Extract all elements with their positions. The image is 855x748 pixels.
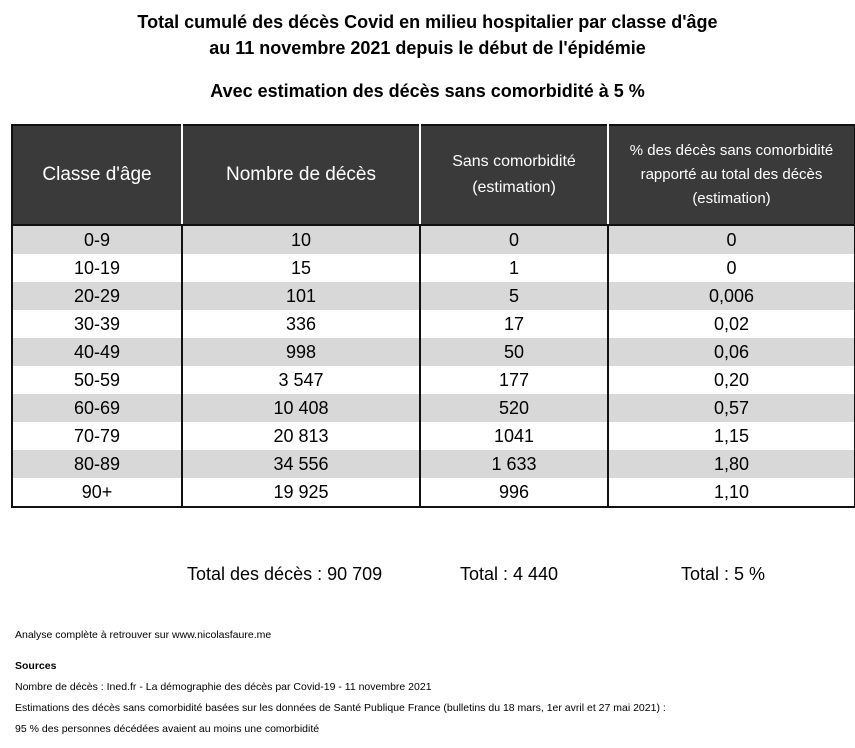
cell-deaths: 10 [181, 225, 421, 254]
cell-pct: 0 [607, 254, 855, 282]
title-line-1: Total cumulé des décès Covid en milieu h… [137, 12, 718, 32]
subtitle: Avec estimation des décès sans comorbidi… [210, 81, 645, 101]
cell-age: 20-29 [11, 282, 183, 310]
source-line-2: Estimations des décès sans comorbidité b… [15, 702, 666, 714]
cell-deaths: 19 925 [181, 478, 421, 508]
cell-no-comorb: 1 633 [419, 450, 609, 478]
cell-age: 0-9 [11, 225, 183, 254]
table-row: 20-29 101 5 0,006 [11, 282, 855, 310]
cell-no-comorb: 1041 [419, 422, 609, 450]
cell-pct: 0,02 [607, 310, 855, 338]
table-row: 30-39 336 17 0,02 [11, 310, 855, 338]
cell-pct: 1,80 [607, 450, 855, 478]
table-row: 40-49 998 50 0,06 [11, 338, 855, 366]
cell-no-comorb: 177 [419, 366, 609, 394]
table-header-row: Classe d'âge Nombre de décès Sans comorb… [11, 124, 855, 226]
cell-no-comorb: 520 [419, 394, 609, 422]
cell-no-comorb: 0 [419, 225, 609, 254]
cell-deaths: 998 [181, 338, 421, 366]
analysis-note: Analyse complète à retrouver sur www.nic… [15, 629, 272, 641]
cell-deaths: 15 [181, 254, 421, 282]
cell-age: 60-69 [11, 394, 183, 422]
total-no-comorbidity: Total : 4 440 [460, 564, 559, 584]
cell-pct: 1,10 [607, 478, 855, 508]
cell-deaths: 101 [181, 282, 421, 310]
table-row: 60-69 10 408 520 0,57 [11, 394, 855, 422]
total-deaths: Total des décès : 90 709 [187, 564, 383, 584]
cell-pct: 0 [607, 225, 855, 254]
cell-pct: 0,06 [607, 338, 855, 366]
cell-age: 80-89 [11, 450, 183, 478]
header-age: Classe d'âge [11, 124, 183, 226]
table-row: 10-19 15 1 0 [11, 254, 855, 282]
table-row: 90+ 19 925 996 1,10 [11, 478, 855, 508]
cell-no-comorb: 1 [419, 254, 609, 282]
cell-no-comorb: 996 [419, 478, 609, 508]
cell-no-comorb: 50 [419, 338, 609, 366]
cell-deaths: 3 547 [181, 366, 421, 394]
title-line-2: au 11 novembre 2021 depuis le début de l… [209, 38, 646, 58]
header-deaths: Nombre de décès [181, 124, 421, 226]
cell-deaths: 34 556 [181, 450, 421, 478]
cell-age: 30-39 [11, 310, 183, 338]
cell-no-comorb: 5 [419, 282, 609, 310]
cell-pct: 0,20 [607, 366, 855, 394]
table-row: 50-59 3 547 177 0,20 [11, 366, 855, 394]
cell-age: 90+ [11, 478, 183, 508]
cell-age: 10-19 [11, 254, 183, 282]
table-row: 70-79 20 813 1041 1,15 [11, 422, 855, 450]
source-line-3: 95 % des personnes décédées avaient au m… [15, 723, 320, 735]
cell-pct: 0,006 [607, 282, 855, 310]
cell-deaths: 20 813 [181, 422, 421, 450]
source-line-1: Nombre de décès : Ined.fr - La démograph… [15, 681, 432, 693]
cell-deaths: 336 [181, 310, 421, 338]
cell-no-comorb: 17 [419, 310, 609, 338]
cell-age: 40-49 [11, 338, 183, 366]
cell-deaths: 10 408 [181, 394, 421, 422]
cell-pct: 1,15 [607, 422, 855, 450]
deaths-table: Classe d'âge Nombre de décès Sans comorb… [11, 124, 855, 508]
cell-age: 50-59 [11, 366, 183, 394]
cell-age: 70-79 [11, 422, 183, 450]
table-row: 80-89 34 556 1 633 1,80 [11, 450, 855, 478]
cell-pct: 0,57 [607, 394, 855, 422]
sources-heading: Sources [15, 660, 57, 672]
header-percent: % des décès sans comorbidité rapporté au … [607, 124, 855, 226]
table-row: 0-9 10 0 0 [11, 225, 855, 254]
header-no-comorbidity: Sans comorbidité (estimation) [419, 124, 609, 226]
total-percent: Total : 5 % [681, 564, 766, 584]
